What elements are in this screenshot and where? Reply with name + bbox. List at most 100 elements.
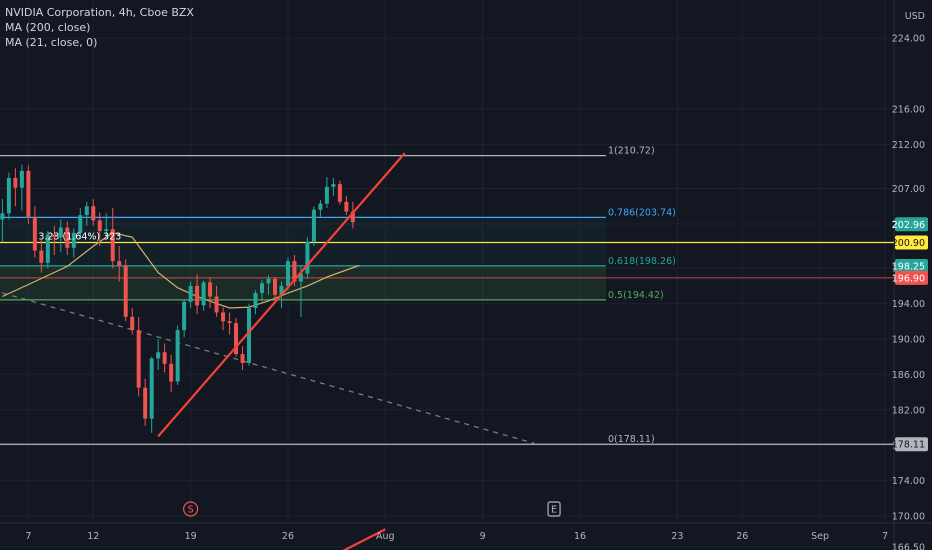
price-tag: 196.90 (892, 270, 928, 285)
fib-label-0618: 0.618(198.26) (608, 256, 676, 267)
candle-body (104, 229, 109, 232)
candle-body (318, 203, 323, 210)
x-tick-label: 7 (25, 531, 31, 542)
candle (162, 343, 167, 373)
price-tag: 198.25 (892, 258, 928, 273)
y-tick-label: 224.00 (892, 34, 925, 45)
candle-body (350, 211, 355, 223)
candle-body (45, 234, 50, 263)
fib-label-1: 1(210.72) (608, 146, 655, 157)
candle (240, 346, 245, 370)
indicator-ma21[interactable]: MA (21, close, 0) (5, 36, 98, 49)
candle-body (130, 316, 135, 331)
candle-body (91, 206, 96, 221)
price-tag-value: 200.90 (892, 238, 925, 249)
candle (298, 266, 303, 317)
candle (266, 275, 271, 295)
split-event-marker[interactable]: S (183, 501, 199, 517)
candle-body (136, 330, 141, 388)
candle-body (344, 201, 349, 212)
candle-body (13, 177, 18, 188)
candle (234, 317, 239, 357)
candle-body (84, 206, 89, 216)
symbol-title[interactable]: NVIDIA Corporation, 4h, Cboe BZX (5, 6, 194, 19)
x-tick-label: 26 (282, 531, 294, 542)
candle-body (117, 261, 122, 266)
candle (214, 285, 219, 317)
candle (130, 308, 135, 335)
candle-body (298, 273, 303, 282)
candle (110, 208, 115, 269)
x-tick-label: 19 (185, 531, 197, 542)
candle (91, 199, 96, 226)
candle-body (6, 177, 11, 214)
dashed-trendline (2, 292, 535, 445)
y-tick-label: 186.00 (892, 370, 925, 381)
candle (311, 206, 316, 247)
candle-body (169, 363, 174, 382)
y-tick-label: 166.50 (892, 542, 925, 550)
indicator-ma200[interactable]: MA (200, close) (5, 21, 91, 34)
candle-body (253, 292, 258, 309)
candle (0, 199, 5, 242)
candle (175, 325, 180, 386)
candle-body (71, 232, 76, 248)
candle-body (39, 250, 44, 263)
price-tag-bg (895, 437, 928, 452)
x-tick-label: 12 (87, 531, 99, 542)
candle-body (279, 285, 284, 295)
y-tick-label: 190.00 (892, 335, 925, 346)
candle (65, 221, 70, 255)
candle-body (247, 308, 252, 363)
candle-body (305, 241, 310, 274)
event-marker-label: E (551, 505, 557, 516)
price-tag-bg (895, 270, 928, 285)
candle-body (162, 352, 167, 364)
measure-annotation: 3.23 (1.64%) 323 (38, 232, 121, 243)
candle (58, 219, 63, 253)
candle-body (143, 387, 148, 419)
candle-body (337, 184, 342, 202)
fib-label-0786: 0.786(203.74) (608, 207, 676, 218)
price-tag-bg (895, 235, 928, 250)
candle-body (214, 296, 219, 313)
x-tick-label: 16 (574, 531, 586, 542)
candle-body (227, 321, 232, 324)
candle (324, 177, 329, 209)
candle (45, 231, 50, 269)
candle-body (97, 220, 102, 232)
candle (71, 228, 76, 258)
candle (260, 279, 264, 302)
candle-body (311, 209, 316, 242)
candle-body (266, 278, 271, 284)
candle (247, 303, 252, 366)
y-tick-label: 194.00 (892, 299, 925, 310)
candle-body (123, 265, 128, 317)
candle-body (188, 285, 193, 302)
candle (39, 239, 44, 273)
candle-body (110, 229, 115, 262)
x-tick-label: Aug (376, 531, 395, 542)
candle-body (78, 215, 83, 233)
candle-body (208, 282, 213, 297)
candle (350, 201, 355, 229)
trendline-lower (342, 528, 386, 550)
candle-body (182, 301, 187, 331)
x-tick-label: 23 (671, 531, 683, 542)
candle (318, 200, 323, 217)
candle (136, 316, 141, 397)
candle-body (156, 352, 161, 359)
candle (32, 206, 37, 258)
candle-body (0, 213, 5, 220)
price-tag: 202.96 (892, 217, 928, 232)
candle (285, 257, 290, 291)
earnings-event-marker[interactable]: E (547, 501, 561, 517)
y-tick-label: 216.00 (892, 104, 925, 115)
candle-body (324, 186, 329, 204)
candle (305, 237, 310, 279)
price-tag-value: 202.96 (892, 220, 925, 231)
candle (188, 281, 193, 309)
candle (84, 201, 89, 226)
